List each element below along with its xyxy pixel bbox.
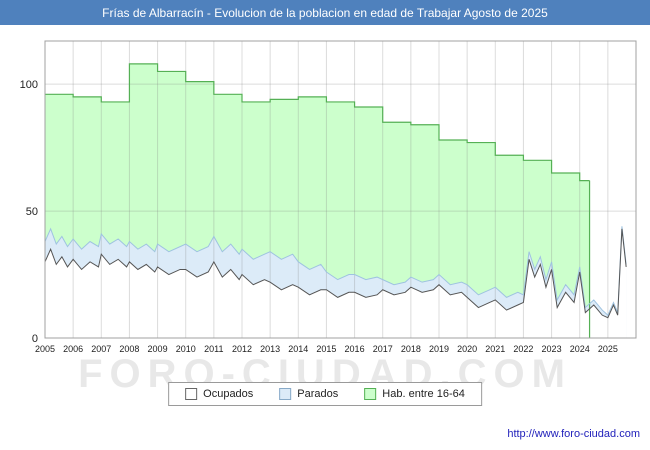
population-area-chart: 0 50 100 2005 2006 2007 2008 2009 2010 2011 2012 20… <box>20 40 637 354</box>
ocupados-swatch <box>185 388 198 400</box>
svg-text:2007: 2007 <box>91 344 111 354</box>
svg-text:2024: 2024 <box>570 344 590 354</box>
svg-text:2010: 2010 <box>176 344 196 354</box>
svg-text:2006: 2006 <box>63 344 83 354</box>
page-title: Frías de Albarracín - Evolucion de la po… <box>0 0 650 25</box>
ocupados-label: Ocupados <box>203 388 254 400</box>
legend-item-parados: Parados <box>279 388 338 400</box>
svg-text:2025: 2025 <box>598 344 618 354</box>
svg-text:100: 100 <box>20 79 38 91</box>
svg-text:2021: 2021 <box>485 344 505 354</box>
svg-text:2009: 2009 <box>148 344 168 354</box>
svg-text:2012: 2012 <box>232 344 252 354</box>
svg-text:2011: 2011 <box>204 344 223 354</box>
svg-text:2008: 2008 <box>119 344 139 354</box>
svg-text:2005: 2005 <box>35 344 55 354</box>
parados-label: Parados <box>297 388 339 400</box>
legend-item-hab-16-64: Hab. entre 16-64 <box>364 388 465 400</box>
svg-text:2019: 2019 <box>429 344 449 354</box>
svg-text:50: 50 <box>26 206 38 218</box>
legend-item-ocupados: Ocupados <box>185 388 253 400</box>
svg-text:2017: 2017 <box>373 344 393 354</box>
source-url[interactable]: http://www.foro-ciudad.com <box>507 428 640 440</box>
svg-text:2023: 2023 <box>542 344 562 354</box>
svg-text:2020: 2020 <box>457 344 477 354</box>
svg-text:2015: 2015 <box>316 344 336 354</box>
svg-text:0: 0 <box>32 333 38 345</box>
svg-text:2022: 2022 <box>513 344 533 354</box>
svg-text:2016: 2016 <box>345 344 365 354</box>
hab-16-64-label: Hab. entre 16-64 <box>382 388 465 400</box>
svg-text:2018: 2018 <box>401 344 421 354</box>
svg-text:2014: 2014 <box>288 344 308 354</box>
parados-swatch <box>279 388 292 400</box>
hab-16-64-swatch <box>364 388 377 400</box>
svg-text:2013: 2013 <box>260 344 280 354</box>
legend: Ocupados Parados Hab. entre 16-64 <box>168 382 482 406</box>
